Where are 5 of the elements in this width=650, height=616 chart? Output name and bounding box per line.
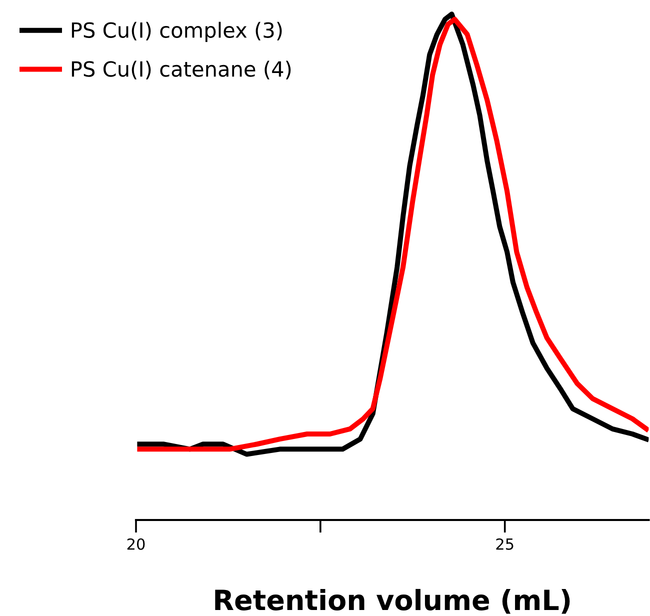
legend-label: PS Cu(I) catenane (4) — [72, 60, 291, 80]
legend-label: PS Cu(I) complex (3) — [72, 22, 282, 42]
x-tick-label: 25 — [496, 538, 514, 550]
x-axis-title: Retention volume (mL) — [215, 588, 570, 614]
x-tick-label: 20 — [127, 538, 145, 550]
